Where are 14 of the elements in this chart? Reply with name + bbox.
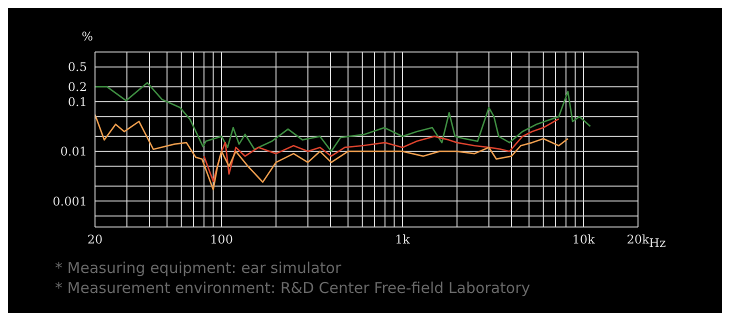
x-tick-label: 10k (572, 232, 596, 247)
y-tick-label: 0.001 (52, 194, 87, 208)
y-tick-label: 0.01 (60, 144, 87, 159)
x-axis-title: Hz (649, 236, 666, 250)
y-tick-label: 0.2 (68, 80, 87, 94)
y-tick-label: 0.1 (68, 94, 87, 109)
x-tick-label: 1k (395, 232, 411, 247)
y-tick-label: 0.5 (68, 60, 87, 74)
y-axis-title: % (82, 30, 93, 44)
x-tick-label: 100 (210, 232, 233, 247)
text: * Measurement environment: R&D Center Free-field Laboratory (55, 278, 530, 298)
x-tick-label: 20 (87, 232, 103, 247)
text: * Measuring equipment: ear simulator (55, 258, 342, 278)
x-tick-label: 20k (626, 232, 650, 247)
